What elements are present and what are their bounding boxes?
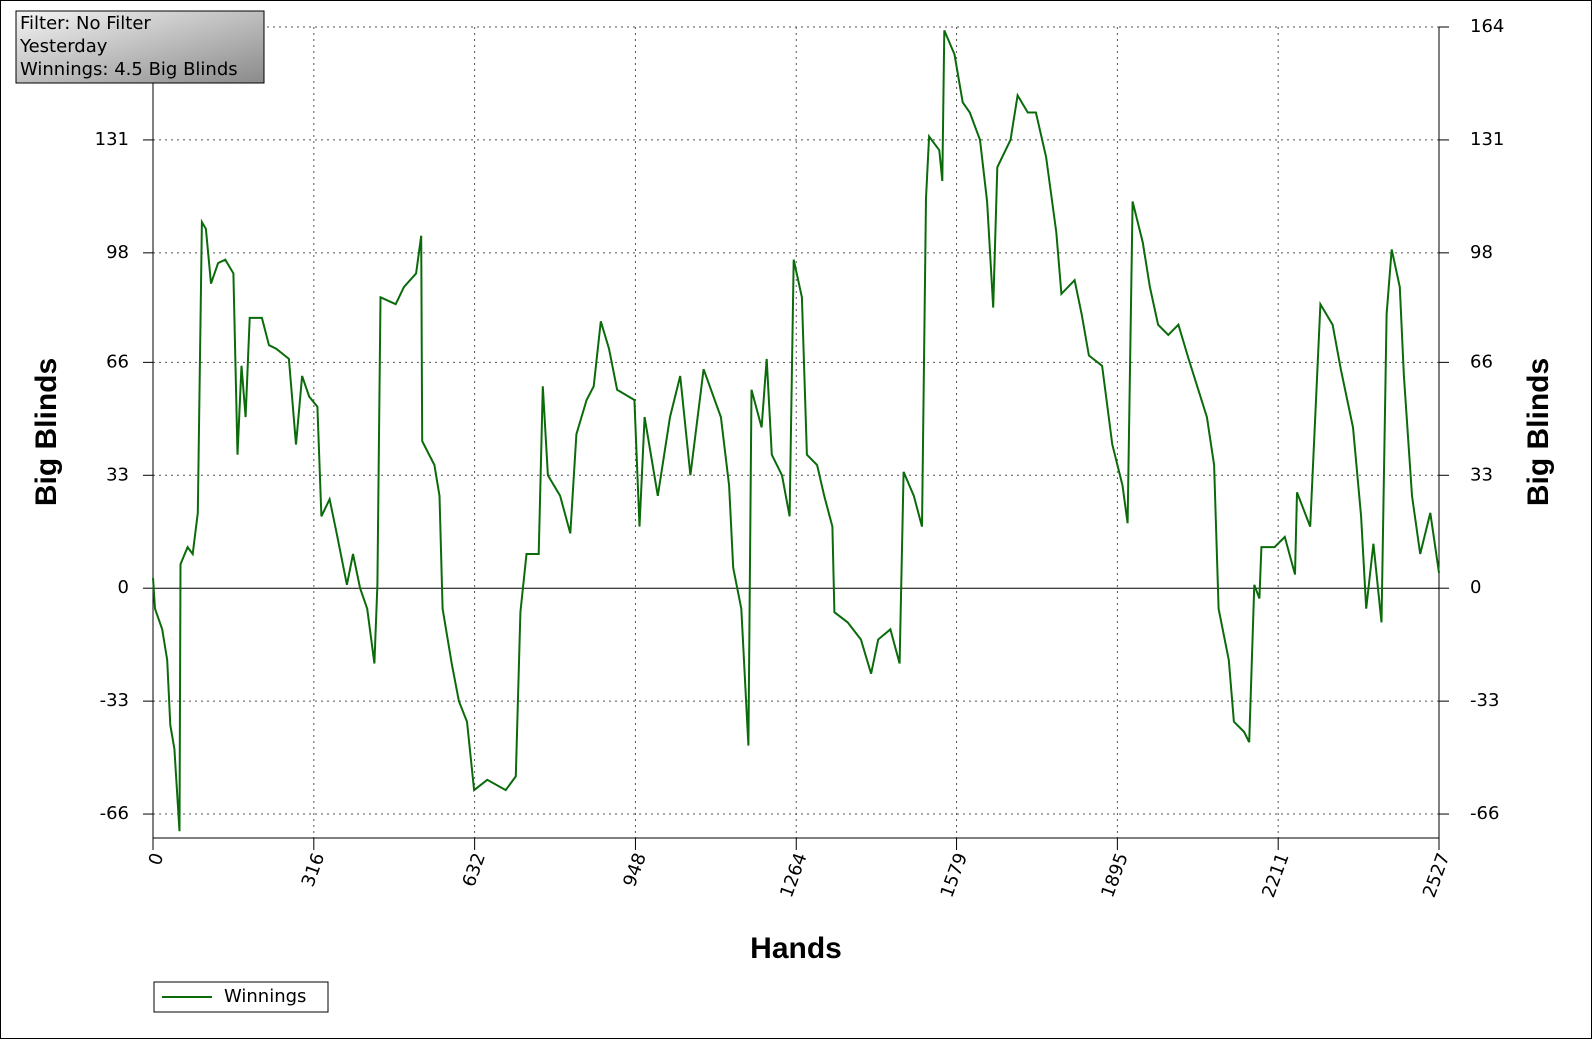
y-tick-label: 0 [118, 577, 129, 598]
info-line: Filter: No Filter [20, 13, 151, 34]
y-tick-label: -33 [100, 690, 129, 711]
y-tick-label: 33 [106, 464, 129, 485]
y2-tick-label: -33 [1470, 690, 1499, 711]
y2-tick-label: 33 [1470, 464, 1493, 485]
y-axis-label: Big Blinds [30, 358, 63, 506]
y2-tick-label: 131 [1470, 129, 1504, 150]
y2-tick-label: 164 [1470, 16, 1504, 37]
info-box: Filter: No Filter Yesterday Winnings: 4.… [15, 10, 265, 84]
series-line [152, 30, 1440, 832]
y-tick-label: 98 [106, 242, 129, 263]
y-tick-label: 131 [95, 129, 129, 150]
y2-tick-label: 0 [1470, 577, 1481, 598]
x-axis-label: Hands [750, 932, 842, 965]
y2-tick-label: 98 [1470, 242, 1493, 263]
y-tick-label: 66 [106, 351, 129, 372]
legend: Winnings [153, 981, 329, 1013]
info-line: Yesterday [19, 36, 108, 57]
y2-tick-label: -66 [1470, 803, 1499, 824]
y-tick-label: -66 [100, 803, 129, 824]
info-background [15, 10, 265, 84]
y2-axis-label: Big Blinds [1522, 358, 1555, 506]
y2-tick-label: 66 [1470, 351, 1493, 372]
legend-label: Winnings [224, 986, 306, 1007]
info-line: Winnings: 4.5 Big Blinds [20, 59, 238, 80]
